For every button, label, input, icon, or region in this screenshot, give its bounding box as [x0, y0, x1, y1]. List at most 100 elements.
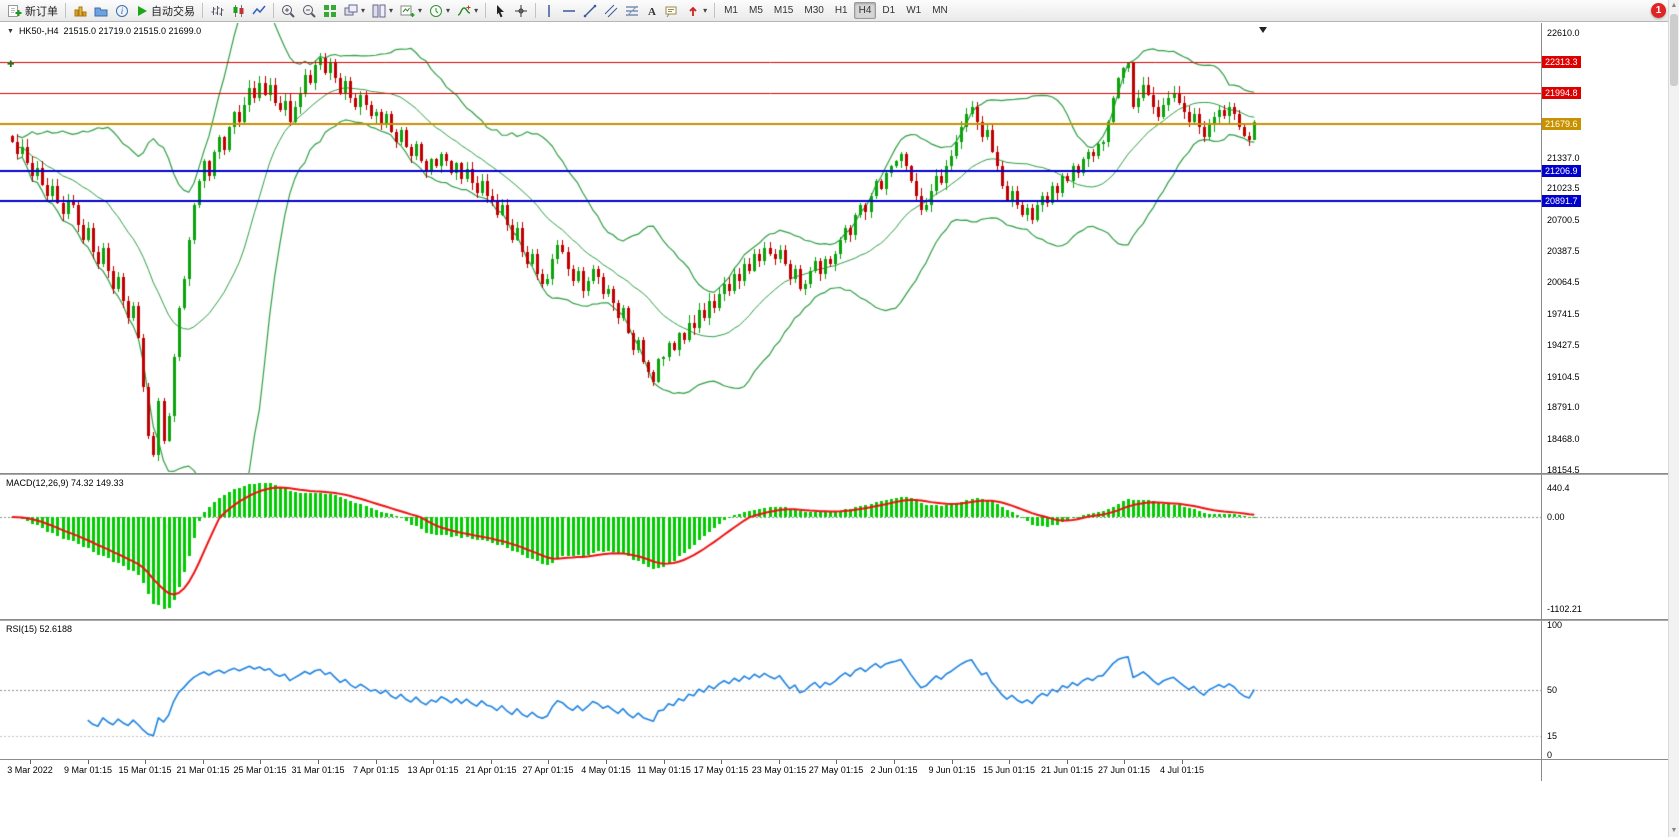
- charts-button[interactable]: [70, 2, 90, 20]
- time-axis-tick: [548, 760, 549, 764]
- rsi-canvas[interactable]: [0, 621, 1541, 759]
- fibonacci-tool-button[interactable]: [622, 2, 642, 20]
- price-axis-label: 18154.5: [1547, 464, 1580, 475]
- crosshair-button[interactable]: [511, 2, 531, 20]
- price-axis-label: 22610.0: [1547, 28, 1580, 38]
- tile-windows-button[interactable]: [320, 2, 340, 20]
- price-axis-label: 21337.0: [1547, 152, 1580, 163]
- timeframe-m30-button[interactable]: M30: [804, 5, 824, 16]
- time-axis-tick: [836, 760, 837, 764]
- time-axis-tick: [1124, 760, 1125, 764]
- arrows-tool-button[interactable]: ▾: [683, 2, 710, 20]
- time-axis-label: 23 May 01:15: [751, 765, 807, 775]
- vertical-line-tool-button[interactable]: [540, 2, 558, 20]
- panel-separator[interactable]: [0, 619, 1679, 621]
- text-tool-button[interactable]: A: [643, 2, 661, 20]
- autotrading-label: 自动交易: [151, 5, 195, 18]
- timeframe-w1-button[interactable]: W1: [906, 5, 922, 16]
- time-axis-tick: [721, 760, 722, 764]
- rsi-label: RSI(15) 52.6188: [6, 624, 73, 634]
- ohlc-bars-icon: [211, 5, 224, 16]
- indicators-button[interactable]: ▾: [454, 2, 481, 20]
- scrollbar-thumb[interactable]: [1670, 14, 1678, 86]
- time-axis-label: 27 Apr 01:15: [522, 765, 574, 775]
- line-chart-icon: [252, 5, 266, 14]
- price-axis-label: 19741.5: [1547, 309, 1580, 320]
- cursor-icon: [497, 4, 505, 17]
- cascade-windows-button[interactable]: ▾: [341, 2, 368, 20]
- notification-badge[interactable]: 1: [1651, 3, 1666, 18]
- timeframe-d1-button[interactable]: D1: [882, 5, 896, 16]
- rsi-axis-label: 50: [1547, 685, 1558, 695]
- new-order-icon: [8, 4, 22, 17]
- price-level-tag: 21679.6: [1542, 118, 1581, 131]
- dropdown-caret-icon: ▾: [418, 5, 423, 15]
- macd-axis-label: 0.00: [1547, 512, 1565, 522]
- price-axis-label: 18791.0: [1547, 402, 1580, 413]
- cursor-button[interactable]: [490, 2, 510, 20]
- macd-panel: MACD(12,26,9) 74.32 149.33 440.4 0.00 -110…: [0, 475, 1679, 619]
- price-axis-label: 19104.5: [1547, 371, 1580, 382]
- tile-grid-icon: [324, 4, 336, 17]
- channel-tool-button[interactable]: [601, 2, 621, 20]
- profiles-button[interactable]: [91, 2, 111, 20]
- scrollbar-down-arrow-icon[interactable]: ▼: [1670, 827, 1678, 834]
- time-axis-label: 25 Mar 01:15: [233, 765, 287, 775]
- zoom-out-button[interactable]: [299, 2, 319, 20]
- dropdown-caret-icon: ▾: [446, 5, 451, 15]
- vertical-scrollbar[interactable]: ▲ ▼: [1668, 0, 1679, 837]
- zoom-in-button[interactable]: [278, 2, 298, 20]
- time-axis-label: 21 Mar 01:15: [176, 765, 230, 775]
- text-label-tool-button[interactable]: [662, 2, 682, 20]
- trendline-tool-button[interactable]: [580, 2, 600, 20]
- bar-chart-icon: [74, 6, 87, 16]
- scrollbar-up-arrow-icon[interactable]: ▲: [1670, 2, 1678, 9]
- tile-vertical-button[interactable]: ▾: [369, 2, 396, 20]
- time-axis-tick: [1009, 760, 1010, 764]
- dropdown-caret-icon: ▾: [474, 5, 479, 15]
- scroll-to-end-marker[interactable]: [1259, 27, 1267, 33]
- chart-type-line-button[interactable]: [249, 2, 269, 20]
- zoom-in-icon: [282, 4, 295, 18]
- autotrading-button[interactable]: 自动交易: [133, 2, 198, 20]
- candlestick-icon: [233, 4, 244, 17]
- tile-vertical-icon: [372, 4, 386, 17]
- collapse-caret-icon[interactable]: ▼: [7, 27, 14, 35]
- time-axis[interactable]: 3 Mar 2022 9 Mar 01:15 15 Mar 01:15 21 Mar …: [0, 760, 1679, 781]
- time-axis-tick: [952, 760, 953, 764]
- timeframe-h1-button[interactable]: H1: [834, 5, 848, 16]
- toolbar-separator: [714, 3, 716, 18]
- timeframe-m1-button[interactable]: M1: [724, 5, 738, 16]
- time-axis-tick: [260, 760, 261, 764]
- panel-separator[interactable]: [0, 473, 1679, 475]
- periods-button[interactable]: ▾: [426, 2, 453, 20]
- time-axis-label: 27 May 01:15: [808, 765, 864, 775]
- price-chart-panel: ▼ HK50-,H4 21515.0 21719.0 21515.0 21699…: [0, 23, 1679, 475]
- macd-canvas[interactable]: [0, 475, 1541, 619]
- new-chart-button[interactable]: ▾: [397, 2, 425, 20]
- new-chart-icon: [400, 5, 415, 17]
- timeframe-m15-button[interactable]: M15: [773, 5, 794, 16]
- timeframe-mn-button[interactable]: MN: [932, 5, 948, 16]
- price-level-tag: 21206.9: [1542, 164, 1581, 177]
- timeframe-m5-button[interactable]: M5: [749, 5, 763, 16]
- data-window-button[interactable]: i: [112, 2, 132, 20]
- dropdown-caret-icon: ▾: [361, 5, 366, 15]
- new-order-button[interactable]: 新订单: [4, 2, 61, 20]
- dropdown-caret-icon: ▾: [703, 5, 708, 15]
- horizontal-line-tool-button[interactable]: [559, 2, 579, 20]
- text-label-icon: [665, 6, 677, 17]
- time-axis-label: 15 Mar 01:15: [118, 765, 172, 775]
- time-axis-tick: [30, 760, 31, 764]
- price-chart-canvas[interactable]: [0, 23, 1541, 473]
- time-axis-tick: [203, 760, 204, 764]
- timeframe-h4-button[interactable]: H4: [853, 2, 877, 19]
- time-axis-label: 21 Jun 01:15: [1040, 765, 1094, 775]
- time-axis-label: 11 May 01:15: [637, 765, 691, 775]
- object-anchor-icon[interactable]: ✚: [7, 59, 15, 69]
- chart-type-candles-button[interactable]: [228, 2, 248, 20]
- chart-type-bars-button[interactable]: [207, 2, 227, 20]
- indicators-icon: [457, 5, 471, 16]
- price-axis-label: 20387.5: [1547, 245, 1580, 256]
